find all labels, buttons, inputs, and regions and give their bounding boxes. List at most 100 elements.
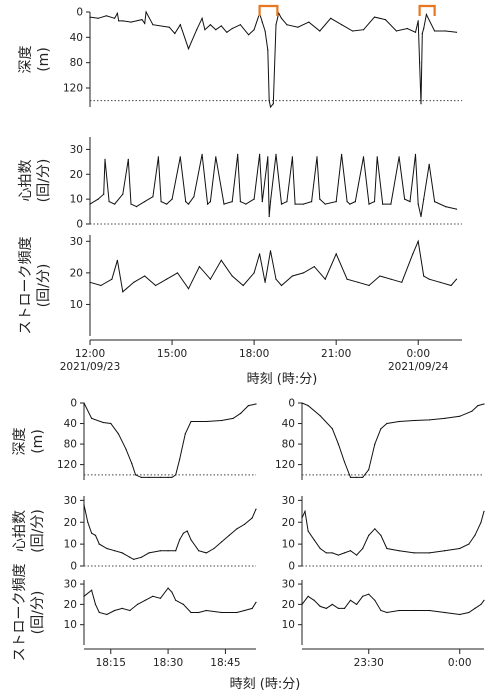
data-point (275, 153, 277, 155)
x-tick-label: 18:30 (153, 657, 183, 669)
data-point (275, 278, 277, 280)
data-point (190, 611, 192, 614)
series-line (89, 154, 457, 217)
data-point (297, 26, 299, 28)
data-point (368, 203, 370, 205)
data-point (228, 534, 230, 537)
data-point (100, 284, 102, 287)
y-axis-label-unit: (回/分) (36, 264, 52, 308)
data-point (175, 599, 177, 601)
data-point (231, 275, 233, 277)
data-point (253, 29, 255, 31)
data-point (204, 29, 206, 31)
data-point (110, 422, 112, 425)
data-point (223, 203, 225, 205)
x-tick-label: 18:15 (96, 657, 126, 669)
data-point (356, 603, 358, 606)
data-point (419, 62, 421, 64)
y-tick-label: 30 (70, 144, 83, 156)
data-point (166, 278, 168, 280)
data-point (269, 250, 272, 252)
data-point (354, 201, 356, 203)
data-point (193, 196, 195, 198)
data-point (272, 103, 274, 105)
data-point (384, 19, 386, 21)
data-point (201, 153, 203, 155)
data-point (368, 534, 370, 537)
data-point (159, 550, 161, 552)
data-point (376, 156, 378, 158)
data-point (205, 609, 207, 612)
data-point (152, 595, 154, 597)
data-point (190, 420, 192, 423)
data-point (261, 201, 263, 203)
data-point (187, 203, 190, 205)
data-point (439, 281, 441, 283)
data-point (264, 30, 266, 32)
data-point (187, 288, 190, 290)
y-tick-label: 40 (282, 418, 295, 430)
data-point (237, 153, 239, 155)
data-point (201, 17, 203, 19)
data-point (374, 599, 376, 601)
data-point (455, 31, 458, 33)
zoom2-panel-0: 0 40 80 120 (275, 398, 485, 480)
data-point (417, 240, 419, 242)
data-point (196, 29, 198, 31)
data-point (159, 476, 161, 478)
data-point (133, 281, 135, 283)
data-point (167, 550, 169, 552)
data-point (83, 504, 85, 506)
data-point (386, 611, 388, 614)
data-point (251, 517, 253, 519)
data-point (346, 278, 348, 280)
data-point (87, 521, 89, 523)
data-point (168, 26, 170, 28)
data-point (386, 422, 388, 425)
data-point (341, 153, 343, 155)
data-point (468, 543, 470, 545)
data-point (175, 550, 177, 552)
data-point (144, 22, 146, 24)
data-point (255, 508, 257, 510)
data-point (477, 405, 479, 407)
y-axis-label: 深度 (12, 428, 28, 456)
data-point (301, 517, 303, 519)
y-tick-label: 30 (64, 495, 77, 507)
data-point (337, 554, 339, 556)
series-line (301, 593, 485, 616)
data-point (398, 550, 400, 552)
data-point (474, 607, 476, 610)
data-point (325, 552, 327, 554)
series-line (83, 504, 257, 560)
data-point (319, 198, 321, 200)
data-point (444, 417, 446, 419)
data-point (349, 550, 352, 552)
data-point (145, 11, 147, 13)
data-point (401, 281, 403, 283)
data-point (280, 284, 283, 287)
y-tick-label: 80 (64, 439, 77, 451)
data-point (136, 603, 139, 606)
data-point (209, 201, 211, 203)
data-point (94, 603, 97, 606)
overview-x-axis-label: 時刻 (時:分) (247, 372, 318, 387)
overview-panel-1: 0 10 20 30 心拍数 (回/分) (18, 137, 462, 231)
data-point (207, 203, 209, 205)
y-tick-label: 20 (70, 169, 83, 181)
data-point (304, 510, 306, 512)
data-point (471, 410, 473, 412)
data-point (248, 34, 250, 36)
data-point (140, 556, 142, 558)
series-line (89, 10, 457, 109)
y-tick-label: 10 (64, 539, 77, 551)
data-point (114, 203, 116, 205)
data-point (89, 16, 91, 18)
data-point (175, 474, 177, 476)
series-line (301, 509, 485, 556)
data-point (362, 476, 364, 478)
data-point (159, 597, 161, 599)
data-point (445, 206, 447, 208)
